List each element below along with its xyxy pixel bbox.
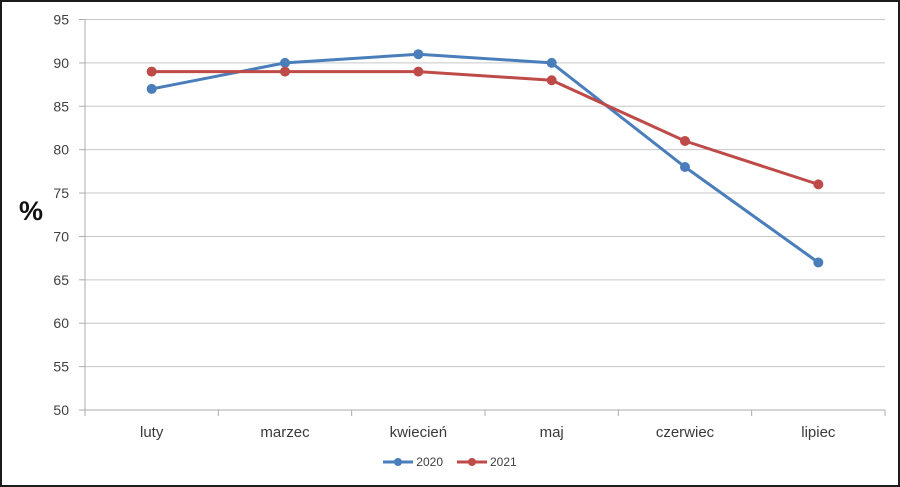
y-tick-label: 55	[53, 359, 69, 375]
legend-item-2021: 2021	[457, 455, 517, 469]
data-point-2020-lipiec	[813, 257, 824, 268]
gridlines	[85, 19, 885, 368]
x-tick-label: czerwiec	[656, 424, 715, 441]
x-tick-labels: luty marzec kwiecień maj czerwiec lipiec	[140, 424, 836, 441]
data-point-2020-maj	[546, 57, 557, 68]
axes	[79, 19, 886, 416]
legend-swatch-2020-icon	[383, 458, 414, 466]
x-tick-label: luty	[140, 424, 164, 441]
legend-label-2021: 2021	[490, 455, 517, 469]
x-tick-label: kwiecień	[390, 424, 448, 441]
data-point-2021-kwiecień	[413, 66, 424, 77]
legend: 2020 2021	[2, 453, 898, 471]
series-2021	[146, 66, 824, 190]
data-point-2020-luty	[146, 83, 157, 94]
data-point-2021-marzec	[280, 66, 290, 77]
x-tick-label: maj	[540, 424, 564, 441]
y-tick-label: 90	[53, 55, 69, 71]
legend-label-2020: 2020	[416, 455, 443, 469]
y-tick-labels: 50 55 60 65 70 75 80 85 90 95	[53, 12, 69, 419]
y-tick-label: 65	[53, 272, 69, 288]
y-tick-label: 85	[53, 98, 69, 114]
legend-item-2020: 2020	[383, 455, 443, 469]
data-point-2021-czerwiec	[680, 135, 690, 146]
series-line-2021	[150, 70, 820, 186]
series-line-2020	[150, 52, 820, 264]
y-tick-label: 75	[53, 185, 69, 201]
series-2020	[146, 49, 824, 268]
legend-swatch-2021-icon	[457, 458, 487, 466]
data-point-2020-czerwiec	[680, 162, 690, 173]
x-tick-label: marzec	[260, 424, 310, 441]
data-point-2021-lipiec	[813, 179, 824, 190]
y-tick-label: 60	[53, 315, 69, 331]
y-axis-title: %	[19, 196, 44, 226]
y-tick-label: 95	[53, 12, 69, 28]
data-point-2020-kwiecień	[413, 49, 424, 60]
x-tick-label: lipiec	[801, 424, 836, 441]
y-tick-label: 80	[53, 142, 69, 158]
data-point-2020-marzec	[280, 57, 290, 68]
y-tick-label: 70	[53, 228, 69, 244]
y-tick-label: 50	[53, 402, 69, 418]
data-point-2021-luty	[146, 66, 157, 77]
data-point-2021-maj	[546, 75, 557, 86]
